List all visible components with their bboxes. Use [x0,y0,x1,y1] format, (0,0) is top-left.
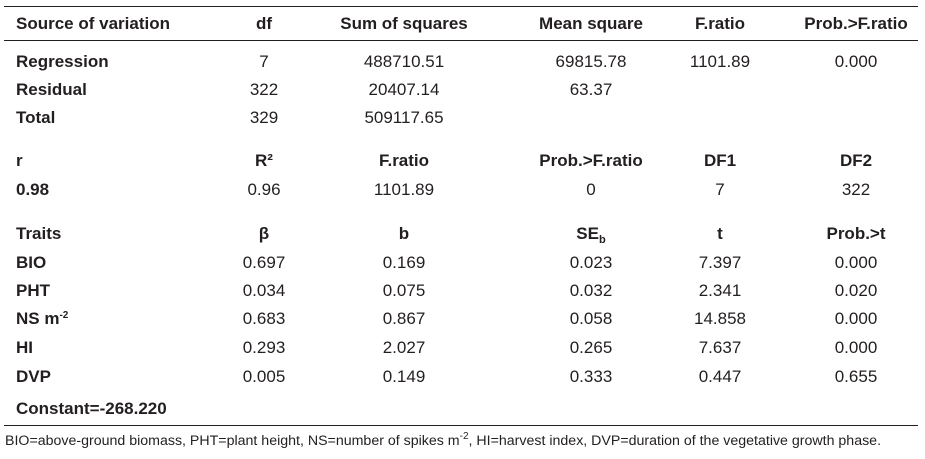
table-cell: 7.397 [698,253,742,272]
value-r: 0.98 [16,180,50,199]
header-mean-square: Mean square [539,14,643,33]
table-cell: 0.149 [382,367,426,386]
constant-value: Constant=-268.220 [16,399,167,418]
table-cell: 1101.89 [689,52,751,71]
header-df1: DF1 [703,151,737,170]
table-cell: 2.341 [698,281,742,300]
table-cell: 0.683 [242,309,286,328]
anova-header-row: Source of variation df Sum of squares Me… [0,11,925,37]
value-r-squared: 0.96 [247,180,281,199]
table-cell: 0.023 [569,253,613,272]
header-prob-f: Prob.>F.ratio [804,14,908,33]
row-label: Regression [16,52,109,71]
table-cell: 0.265 [569,338,613,357]
table-cell: 0.005 [242,367,286,386]
header-r-squared: R² [255,151,273,170]
header-f-ratio: F.ratio [378,151,430,170]
summary-header-row: r R² F.ratio Prob.>F.ratio DF1 DF2 [0,148,925,174]
row-label: Residual [16,80,87,99]
header-prob-f: Prob.>F.ratio [539,151,643,170]
table-cell: 0.697 [242,253,286,272]
table-row: DVP 0.005 0.149 0.333 0.447 0.655 [0,364,925,390]
table-cell: 7.637 [698,338,742,357]
table-cell: 7 [259,52,269,71]
header-traits: Traits [16,224,62,243]
bottom-rule [4,425,918,426]
row-label: DVP [16,367,51,386]
table-cell: 322 [249,80,279,99]
value-df1: 7 [715,180,725,199]
summary-values-row: 0.98 0.96 1101.89 0 7 322 [0,177,925,203]
table-row: Residual 322 20407.14 63.37 [0,77,925,103]
header-prob-t: Prob.>t [826,224,886,243]
table-cell: 14.858 [694,309,746,328]
table-row: HI 0.293 2.027 0.265 7.637 0.000 [0,335,925,361]
table-cell: 0.169 [382,253,426,272]
header-df2: DF2 [839,151,873,170]
row-label: HI [16,338,33,357]
row-label: BIO [16,253,47,272]
value-f-ratio: 1101.89 [373,180,435,199]
value-df2: 322 [841,180,871,199]
table-cell: 488710.51 [363,52,445,71]
header-df: df [255,14,273,33]
table-cell: 20407.14 [368,80,440,99]
table-cell: 0.867 [382,309,426,328]
header-beta: β [258,224,270,243]
row-label: NS m-2 [16,309,69,328]
table-row: NS m-2 0.683 0.867 0.058 14.858 0.000 [0,306,925,332]
table-cell: 509117.65 [364,108,444,127]
table-row: PHT 0.034 0.075 0.032 2.341 0.020 [0,278,925,304]
table-cell: 0.075 [382,281,426,300]
table-cell: 2.027 [382,338,426,357]
header-sum-of-squares: Sum of squares [340,14,468,33]
table-cell: 0.333 [569,367,613,386]
table-cell: 0.655 [834,367,878,386]
coefficients-header-row: Traits β b SEb t Prob.>t [0,221,925,247]
table-row: BIO 0.697 0.169 0.023 7.397 0.000 [0,250,925,276]
table-row: Total 329 509117.65 [0,105,925,131]
header-f-ratio: F.ratio [694,14,746,33]
header-b: b [398,224,410,243]
table-cell: 0.032 [569,281,613,300]
header-source: Source of variation [16,14,170,33]
header-r: r [16,151,23,170]
table-cell: 329 [249,108,279,127]
table-cell: 0.293 [242,338,286,357]
header-t: t [717,224,723,243]
table-cell: 0.000 [834,253,878,272]
row-label: Total [16,108,56,127]
table-cell: 63.37 [569,80,613,99]
table-cell: 0.058 [569,309,613,328]
constant-row: Constant=-268.220 [0,396,925,422]
top-rule [4,6,918,7]
header-rule [4,40,918,41]
table-cell: 69815.78 [555,52,627,71]
table-footnote: BIO=above-ground biomass, PHT=plant heig… [5,431,882,450]
table-cell: 0.447 [698,367,742,386]
table-cell: 0.020 [834,281,878,300]
value-prob-f: 0 [586,180,596,199]
header-se: SEb [576,224,606,246]
table-cell: 0.000 [834,338,878,357]
table-cell: 0.034 [242,281,286,300]
table-row: Regression 7 488710.51 69815.78 1101.89 … [0,49,925,75]
table-cell: 0.000 [834,52,878,71]
table-cell: 0.000 [834,309,878,328]
row-label: PHT [16,281,50,300]
